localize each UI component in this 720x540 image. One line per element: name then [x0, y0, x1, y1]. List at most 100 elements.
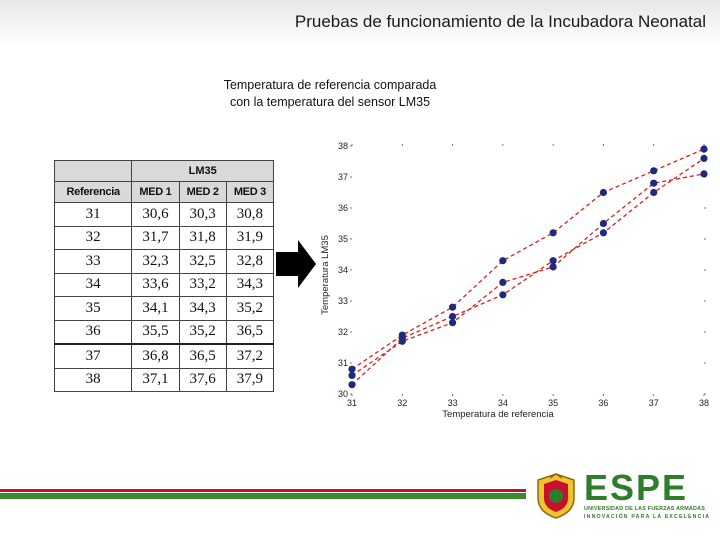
- table-cell: 36,5: [225, 319, 275, 345]
- university-seal-icon: [537, 473, 575, 519]
- table-row: 38 37,1 37,6 37,9: [53, 367, 275, 392]
- data-point: [650, 179, 658, 187]
- series-line-3: [351, 148, 705, 370]
- y-tick-label: 36: [338, 203, 348, 213]
- table-body: 31 30,6 30,3 30,8 32 31,7 31,8 31,9 33 32,3 32,5 32…: [53, 202, 275, 392]
- table-row: 32 31,7 31,8 31,9: [53, 225, 275, 250]
- table-cell: 30,3: [178, 202, 227, 227]
- table-cell: 35,5: [131, 319, 180, 345]
- table-cell: 32,8: [225, 249, 275, 274]
- data-point: [348, 381, 356, 389]
- table-cell: 36,5: [178, 343, 227, 369]
- table-cell: 35,2: [225, 296, 275, 321]
- table-col-header: MED 1: [131, 181, 180, 203]
- table-cell: 35: [53, 296, 133, 321]
- table-cell: 35,2: [178, 319, 227, 345]
- data-point: [700, 170, 708, 178]
- data-point: [448, 312, 457, 321]
- table-col-header: MED 2: [178, 181, 227, 203]
- y-tick-label: 38: [338, 141, 348, 151]
- logo-tagline: INNOVACIÓN PARA LA EXCELENCIA: [584, 514, 711, 520]
- right-arrow-icon: [276, 240, 316, 288]
- data-point: [499, 278, 507, 286]
- footer-bars: [0, 489, 526, 499]
- table-empty-corner: [53, 160, 133, 182]
- data-point: [700, 154, 708, 162]
- data-point: [448, 303, 457, 311]
- x-axis-label: Temperatura de referencia: [442, 409, 554, 420]
- table-cell: 32,5: [178, 249, 227, 274]
- subtitle-line-2: con la temperatura del sensor LM35: [229, 95, 431, 109]
- data-point: [448, 319, 457, 327]
- table-cell: 38: [53, 367, 133, 392]
- subtitle-line-1: Temperatura de referencia comparada: [223, 78, 437, 92]
- x-tick-label: 37: [649, 398, 659, 408]
- x-tick-label: 36: [598, 398, 608, 408]
- table-cell: 30,8: [225, 202, 275, 227]
- table-row: 33 32,3 32,5 32,8: [53, 249, 275, 274]
- data-point: [650, 188, 658, 197]
- table-col-header: Referencia: [53, 181, 133, 203]
- data-point: [700, 145, 708, 153]
- table-cell: 32: [53, 225, 133, 250]
- table-cell: 34,1: [131, 296, 180, 321]
- chart-series: [348, 145, 708, 389]
- data-point: [348, 371, 356, 379]
- table-cell: 37,1: [131, 367, 180, 392]
- y-tick-label: 35: [338, 234, 348, 244]
- table-col-header: MED 3: [225, 181, 275, 203]
- chart-subtitle: Temperatura de referencia comparada con …: [180, 77, 480, 111]
- data-point: [499, 291, 507, 299]
- table-cell: 36: [53, 319, 133, 345]
- x-tick-label: 32: [397, 398, 407, 408]
- x-tick-label: 35: [548, 398, 558, 408]
- table-row: 35 34,1 34,3 35,2: [53, 296, 275, 321]
- logo-university-name: UNIVERSIDAD DE LAS FUERZAS ARMADAS: [584, 506, 706, 512]
- table-cell: 31,7: [131, 225, 180, 250]
- data-point: [348, 365, 356, 373]
- table-group-header: LM35: [131, 160, 274, 182]
- table-cell: 31,9: [225, 225, 275, 250]
- y-tick-label: 37: [338, 172, 348, 182]
- series-line-2: [351, 157, 705, 386]
- data-point: [398, 331, 406, 339]
- y-tick-label: 33: [338, 296, 348, 306]
- table-row: 37 36,8 36,5 37,2: [53, 343, 275, 369]
- logo-wordmark: ESPE: [584, 467, 689, 508]
- footer-red-bar: [0, 489, 526, 492]
- y-tick-label: 32: [338, 327, 348, 337]
- data-point: [549, 229, 557, 237]
- data-point: [599, 219, 608, 228]
- table-cell: 34,3: [225, 272, 275, 297]
- table-cell: 37,2: [225, 343, 275, 369]
- data-point: [549, 263, 557, 271]
- y-tick-label: 31: [338, 358, 348, 368]
- data-point: [650, 167, 658, 175]
- y-tick-label: 30: [338, 389, 348, 399]
- x-tick-label: 31: [347, 398, 357, 408]
- table-cell: 31,8: [178, 225, 227, 250]
- table-cell: 34: [53, 272, 133, 297]
- table-cell: 36,8: [131, 343, 180, 369]
- table-cell: 30,6: [131, 202, 180, 227]
- y-axis-label: Temperatura LM35: [320, 235, 331, 315]
- data-point: [599, 229, 608, 237]
- slide-title: Pruebas de funcionamiento de la Incubado…: [294, 12, 706, 31]
- data-point: [549, 257, 557, 265]
- x-tick-label: 34: [498, 398, 508, 408]
- espe-logo: ESPE UNIVERSIDAD DE LAS FUERZAS ARMADAS …: [534, 467, 716, 524]
- series-line-1: [351, 173, 705, 376]
- x-tick-label: 33: [448, 398, 458, 408]
- table-row: 36 35,5 35,2 36,5: [53, 319, 275, 345]
- lm35-table: LM35 Referencia MED 1 MED 2 MED 3 31 30,6…: [53, 160, 275, 392]
- table-cell: 33,2: [178, 272, 227, 297]
- table-cell: 33,6: [131, 272, 180, 297]
- header-band: [0, 0, 720, 48]
- data-point: [599, 188, 608, 197]
- table-cell: 37: [53, 343, 133, 369]
- table-row: 34 33,6 33,2 34,3: [53, 272, 275, 297]
- table-row: 31 30,6 30,3 30,8: [53, 202, 275, 227]
- y-tick-label: 34: [338, 265, 348, 275]
- table-cell: 31: [53, 202, 133, 227]
